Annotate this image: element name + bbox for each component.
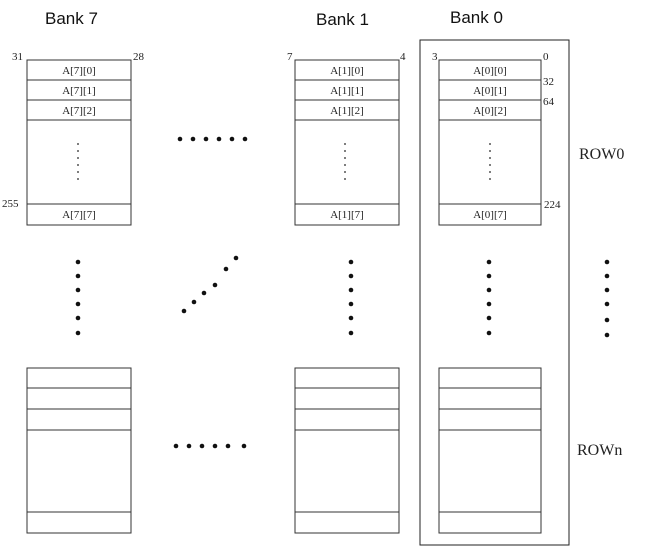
row0-label: ROW0	[579, 146, 624, 163]
bank0-bit-high: 3	[432, 51, 438, 63]
bank1-bit-low: 4	[400, 51, 406, 63]
cell-a17: A[1][7]	[330, 209, 364, 221]
bank0-title: Bank 0	[450, 8, 503, 27]
bank1-title: Bank 1	[316, 10, 369, 29]
bank7-byte-offset: 255	[2, 198, 19, 210]
horizontal-ellipsis-row0	[177, 136, 248, 142]
cell-a72: A[7][2]	[62, 105, 96, 117]
bank0-offset-64: 64	[543, 96, 555, 108]
bank7-title: Bank 7	[45, 9, 98, 28]
bank7-bit-low: 28	[133, 51, 145, 63]
vertical-ellipsis-bank7	[75, 259, 81, 336]
cell-a12: A[1][2]	[330, 105, 364, 117]
rown-label: ROWn	[577, 442, 622, 459]
vertical-ellipsis-right	[604, 259, 610, 338]
bank1-bit-high: 7	[287, 51, 293, 63]
bank1-row0-block: A[1][0] A[1][1] A[1][2] A[1][7]	[294, 59, 400, 226]
cell-a11: A[1][1]	[330, 85, 364, 97]
bank0-bit-low: 0	[543, 51, 549, 63]
bank7-row0-block: A[7][0] A[7][1] A[7][2] A[7][7]	[26, 59, 132, 226]
bank0-offset-32: 32	[543, 76, 554, 88]
diagonal-ellipsis	[181, 255, 239, 314]
cell-a07: A[0][7]	[473, 209, 507, 221]
cell-a70: A[7][0]	[62, 65, 96, 77]
bank7-bit-high: 31	[12, 51, 23, 63]
horizontal-ellipsis-rown	[173, 443, 247, 449]
cell-a10: A[1][0]	[330, 65, 364, 77]
vertical-ellipsis-bank1	[348, 259, 354, 336]
bank1-rown-block	[294, 367, 400, 534]
cell-a02: A[0][2]	[473, 105, 507, 117]
bank0-row0-block: A[0][0] A[0][1] A[0][2] A[0][7]	[438, 59, 542, 226]
bank0-rown-block	[438, 367, 542, 534]
cell-a71: A[7][1]	[62, 85, 96, 97]
cell-a77: A[7][7]	[62, 209, 96, 221]
bank7-rown-block	[26, 367, 132, 534]
bank0-offset-224: 224	[544, 199, 561, 211]
vertical-ellipsis-bank0	[486, 259, 492, 336]
bank0-highlight-frame	[419, 39, 570, 546]
cell-a00: A[0][0]	[473, 65, 507, 77]
cell-a01: A[0][1]	[473, 85, 507, 97]
